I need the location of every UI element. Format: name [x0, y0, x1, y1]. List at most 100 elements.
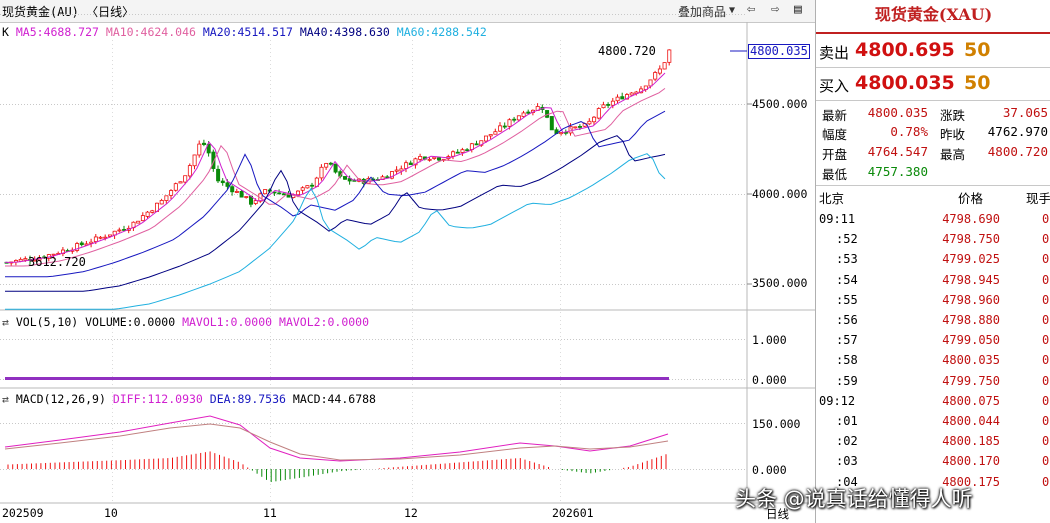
ma20-value: MA20:4514.517 — [202, 25, 293, 39]
tick-time: :53 — [836, 252, 858, 267]
ma10-line — [5, 87, 666, 267]
candle-up — [136, 220, 141, 224]
chart-area[interactable]: 现货黄金(AU) 〈日线〉 叠加商品 ▼ ⇦ ⇨ ▤ K MA5:4688.72… — [0, 0, 815, 523]
candle-up — [573, 126, 578, 129]
panel-switch-icon[interactable]: ⇄ — [2, 315, 9, 329]
high-marker: 4800.720 — [598, 44, 656, 58]
arrow-right-icon[interactable]: ⇨ — [771, 1, 780, 17]
candle-up — [568, 126, 573, 134]
tick-volume: 0 — [1042, 474, 1050, 489]
tick-row: 09:11 4798.690 0 — [816, 209, 1050, 229]
overlay-button[interactable]: 叠加商品 — [678, 5, 727, 19]
vol-y-tick-1: 1.000 — [752, 333, 787, 347]
tick-row: :52 4798.750 0 — [816, 229, 1050, 249]
candle-down — [277, 192, 282, 195]
candle-up — [629, 92, 634, 96]
candle-down — [79, 242, 84, 246]
sell-volume: 50 — [964, 39, 991, 61]
candle-down — [455, 151, 460, 154]
tick-row: :53 4799.025 0 — [816, 249, 1050, 269]
candle-up — [432, 156, 437, 159]
sell-label: 卖出 — [819, 44, 850, 62]
candle-up — [596, 108, 601, 119]
candle-up — [173, 183, 178, 191]
candle-down — [606, 104, 611, 106]
candle-down — [342, 176, 347, 180]
grid-icon[interactable]: ▤ — [794, 2, 802, 17]
candle-up — [32, 259, 37, 262]
diff-value: DIFF:112.0930 — [112, 392, 203, 406]
candle-up — [667, 49, 672, 63]
x-tick-10: 10 — [104, 506, 118, 520]
candle-up — [592, 116, 597, 123]
tick-volume: 0 — [1042, 353, 1050, 368]
candle-down — [512, 118, 517, 121]
candle-up — [178, 181, 183, 184]
volume-bars — [5, 377, 669, 380]
y-tick-4000: 4000.000 — [752, 187, 808, 201]
ma60-value: MA60:4288.542 — [396, 25, 487, 39]
tick-row: :56 4798.880 0 — [816, 310, 1050, 330]
divider — [816, 67, 1050, 68]
candle-up — [394, 169, 399, 172]
candle-up — [263, 189, 268, 195]
candle-up — [460, 149, 465, 153]
candle-up — [23, 258, 28, 261]
candle-up — [140, 215, 145, 222]
candle-down — [465, 149, 470, 152]
low-label: 最低 — [822, 167, 848, 182]
ticks-price-header: 价格 — [958, 191, 984, 206]
dropdown-arrow-icon[interactable]: ▼ — [729, 5, 736, 16]
tick-price: 4798.880 — [942, 313, 1000, 327]
candle-up — [103, 236, 108, 239]
candle-up — [615, 96, 620, 102]
tick-volume: 0 — [1042, 232, 1050, 247]
candle-down — [201, 142, 206, 145]
buy-row[interactable]: 买入 4800.035 50 — [816, 69, 1050, 99]
candle-up — [295, 190, 300, 196]
candle-down — [474, 143, 479, 146]
tick-price: 4800.035 — [942, 353, 1000, 368]
sell-row[interactable]: 卖出 4800.695 50 — [816, 36, 1050, 66]
candle-down — [408, 162, 413, 166]
candle-up — [324, 163, 329, 168]
open-label: 开盘 — [822, 147, 848, 162]
candle-down — [436, 157, 441, 161]
candle-up — [89, 241, 94, 244]
candle-up — [253, 200, 258, 204]
panel-switch-icon[interactable]: ⇄ — [2, 392, 9, 406]
tick-volume: 0 — [1042, 393, 1050, 408]
tick-price: 4798.750 — [942, 232, 1000, 247]
candle-down — [122, 229, 127, 231]
tick-time: :57 — [836, 333, 858, 348]
candle-up — [399, 168, 404, 172]
sell-price: 4800.695 — [855, 39, 955, 61]
y-tick-4500: 4500.000 — [752, 97, 808, 111]
x-tick-202509: 202509 — [2, 506, 44, 520]
candle-up — [493, 131, 498, 135]
chart-title: 现货黄金(AU) 〈日线〉 — [2, 5, 135, 19]
tick-price: 4799.050 — [942, 333, 1000, 348]
arrow-left-icon[interactable]: ⇦ — [747, 1, 756, 17]
candle-up — [507, 119, 512, 127]
ma-legend: K MA5:4688.727 MA10:4624.046 MA20:4514.5… — [2, 25, 487, 39]
candle-up — [300, 187, 305, 191]
change-value: 37.065 — [1002, 105, 1048, 120]
latest-label: 最新 — [822, 108, 848, 123]
tick-volume: 0 — [1042, 434, 1050, 449]
buy-price: 4800.035 — [855, 72, 955, 94]
candle-down — [230, 186, 235, 193]
candle-up — [244, 196, 249, 198]
candle-up — [117, 229, 122, 232]
candle-up — [183, 175, 188, 183]
kline-chart[interactable] — [0, 0, 815, 523]
period-label[interactable]: 日线 — [766, 507, 789, 521]
ma60-line — [5, 153, 666, 310]
tick-time: :04 — [836, 474, 858, 489]
tick-row: :54 4798.945 0 — [816, 270, 1050, 290]
tick-volume: 0 — [1042, 313, 1050, 327]
candle-up — [653, 72, 658, 80]
current-price-tag: 4800.035 — [748, 44, 810, 59]
candle-up — [413, 158, 418, 166]
candle-down — [281, 193, 286, 196]
